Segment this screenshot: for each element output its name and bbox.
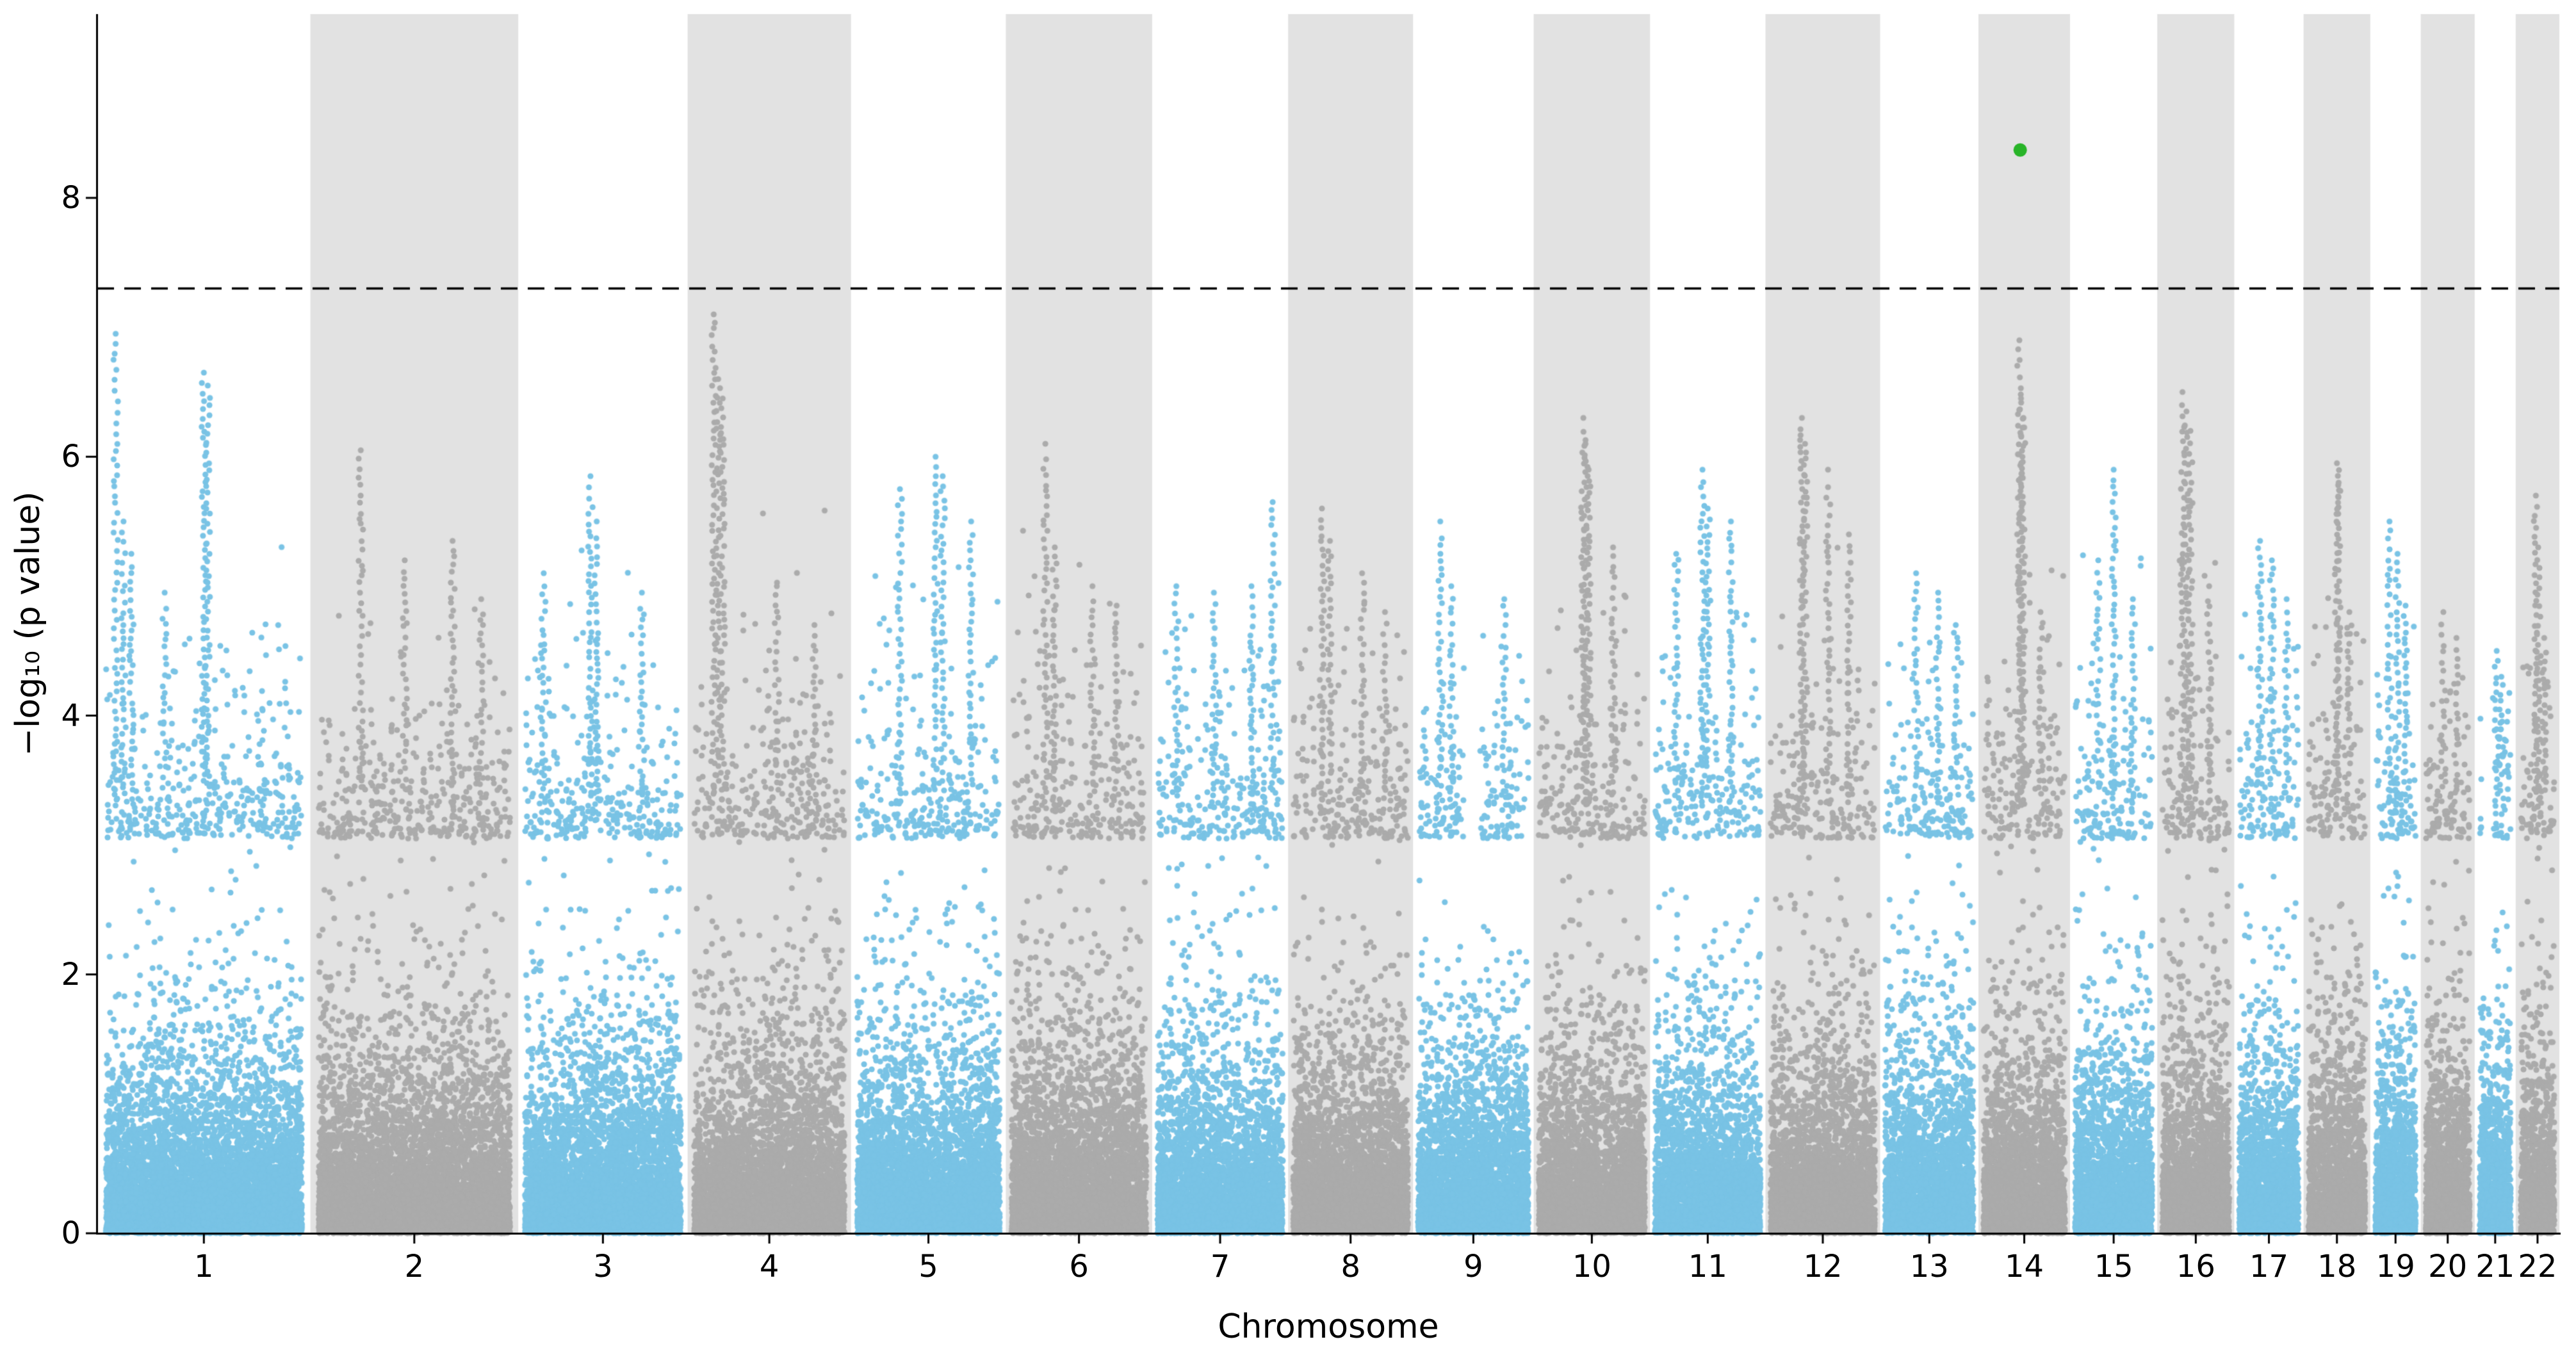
x-tick-label: 22: [2518, 1249, 2557, 1285]
x-tick-label: 5: [918, 1249, 938, 1285]
y-tick-label: 8: [61, 180, 81, 216]
x-tick-label: 9: [1463, 1249, 1483, 1285]
x-tick-label: 12: [1803, 1249, 1843, 1285]
x-tick-label: 10: [1572, 1249, 1611, 1285]
x-tick-label: 2: [404, 1249, 425, 1285]
x-tick-label: 18: [2317, 1249, 2357, 1285]
x-tick-label: 14: [2005, 1249, 2044, 1285]
x-tick-label: 21: [2475, 1249, 2515, 1285]
y-tick-label: 4: [61, 697, 81, 734]
x-tick-label: 17: [2249, 1249, 2289, 1285]
x-tick-label: 13: [1909, 1249, 1949, 1285]
y-tick-label: 0: [61, 1215, 81, 1251]
x-tick-label: 11: [1688, 1249, 1727, 1285]
x-tick-label: 3: [593, 1249, 613, 1285]
x-tick-label: 16: [2176, 1249, 2215, 1285]
x-axis-label: Chromosome: [1218, 1308, 1439, 1346]
x-tick-label: 6: [1069, 1249, 1089, 1285]
x-tick-label: 15: [2094, 1249, 2133, 1285]
x-tick-label: 20: [2428, 1249, 2468, 1285]
y-tick-label: 6: [61, 439, 81, 475]
x-tick-label: 19: [2376, 1249, 2415, 1285]
x-tick-label: 1: [194, 1249, 214, 1285]
x-tick-label: 4: [759, 1249, 779, 1285]
x-tick-label: 7: [1210, 1249, 1230, 1285]
x-tick-label: 8: [1341, 1249, 1360, 1285]
y-tick-label: 2: [61, 956, 81, 993]
